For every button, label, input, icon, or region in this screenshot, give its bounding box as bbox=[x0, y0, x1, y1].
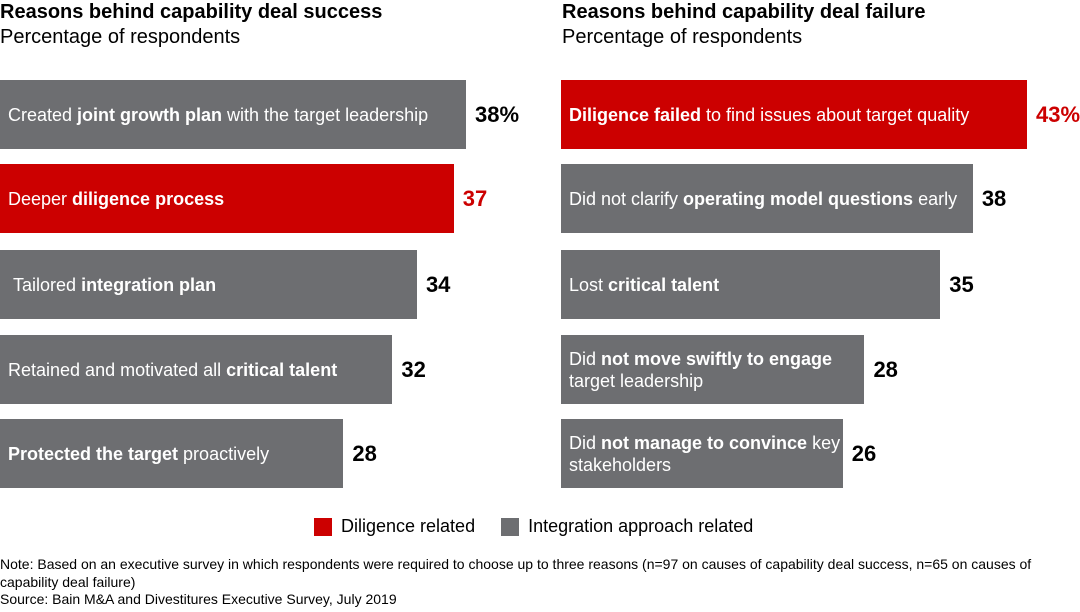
bar-label-part: joint growth plan bbox=[77, 104, 223, 125]
bar-label-part: Lost bbox=[569, 274, 609, 295]
bar-label-part: integration plan bbox=[81, 274, 217, 295]
bar-label-part: diligence process bbox=[72, 188, 225, 209]
bar-label-part: with the target leadership bbox=[222, 104, 429, 125]
bar-label: Did not move swiftly to engage target le… bbox=[569, 348, 859, 392]
bar-label: Diligence failed to find issues about ta… bbox=[569, 104, 969, 126]
bar-label-part: proactively bbox=[178, 443, 270, 464]
bar-label-part: Created bbox=[8, 104, 78, 125]
legend-swatch-integration bbox=[501, 517, 520, 536]
bar-label-part: Deeper bbox=[8, 188, 73, 209]
legend-swatch-diligence bbox=[314, 517, 332, 536]
bar-label-part: target leadership bbox=[569, 348, 838, 391]
footnote: Note: Based on an executive survey in wh… bbox=[0, 556, 1080, 609]
data-label: 34 bbox=[425, 272, 451, 297]
bar-label-part: Did bbox=[569, 348, 602, 369]
bar-label-part: critical talent bbox=[226, 359, 338, 380]
data-label: 28 bbox=[352, 441, 377, 466]
data-label: 38 bbox=[981, 186, 1007, 211]
bar-label-part: operating model questions bbox=[683, 188, 914, 209]
legend-label-integration: Integration approach related bbox=[528, 516, 754, 536]
success-chart-title: Reasons behind capability deal success bbox=[0, 1, 383, 23]
bar-label-part: Retained and motivated all bbox=[8, 359, 227, 380]
source-text: Source: Bain M&A and Divestitures Execut… bbox=[0, 591, 397, 607]
data-label: 37 bbox=[462, 186, 488, 211]
bar-label-part: to find issues about target quality bbox=[701, 104, 970, 125]
bar-label: Retained and motivated all critical tale… bbox=[8, 359, 337, 381]
bar-label-part: early bbox=[913, 188, 958, 209]
success-chart-subtitle: Percentage of respondents bbox=[0, 26, 241, 48]
note-text: Note: Based on an executive survey in wh… bbox=[0, 556, 1032, 590]
failure-chart-title: Reasons behind capability deal failure bbox=[562, 1, 926, 23]
bar-label: Created joint growth plan with the targe… bbox=[8, 104, 428, 126]
bar-label-part: not manage to convince bbox=[601, 432, 808, 453]
bar-label-part: Did not clarify bbox=[569, 188, 684, 209]
bar-label: Protected the target proactively bbox=[8, 443, 269, 465]
bar-label-part: key stakeholders bbox=[569, 432, 846, 475]
bar-label: Deeper diligence process bbox=[8, 188, 224, 210]
bar-label-part: Diligence failed bbox=[569, 104, 702, 125]
bar-success-4: Retained and motivated all critical tale… bbox=[0, 335, 393, 404]
bar-label: Lost critical talent bbox=[569, 274, 719, 296]
bar-failure-3: Lost critical talent bbox=[561, 250, 941, 319]
data-label: 35 bbox=[949, 272, 974, 297]
data-label: 28 bbox=[873, 357, 898, 382]
bar-label-part: Did bbox=[569, 432, 602, 453]
bar-failure-1: Diligence failed to find issues about ta… bbox=[561, 80, 1027, 149]
legend-label-diligence: Diligence related bbox=[341, 516, 476, 536]
bar-label-part: not move swiftly to engage bbox=[601, 348, 833, 369]
bar-failure-5: Did not manage to convince key stakehold… bbox=[561, 419, 843, 488]
bar-label: Did not manage to convince key stakehold… bbox=[569, 432, 843, 476]
bar-success-3: Tailored integration plan bbox=[0, 250, 417, 319]
bar-success-5: Protected the target proactively bbox=[0, 419, 344, 488]
bar-label-part: Protected the target bbox=[8, 443, 179, 464]
bar-failure-4: Did not move swiftly to engage target le… bbox=[561, 335, 865, 404]
data-label: 43% bbox=[1036, 102, 1080, 127]
bar-success-2: Deeper diligence process bbox=[0, 164, 454, 233]
bar-label: Did not clarify operating model question… bbox=[569, 188, 957, 210]
data-label: 32 bbox=[401, 357, 426, 382]
bar-success-1: Created joint growth plan with the targe… bbox=[0, 80, 466, 149]
bar-label: Tailored integration plan bbox=[8, 274, 216, 296]
legend: Diligence related Integration approach r… bbox=[314, 516, 753, 537]
bar-label-part: critical talent bbox=[608, 274, 720, 295]
data-label: 38% bbox=[475, 102, 520, 127]
data-label: 26 bbox=[851, 441, 877, 466]
bar-label-part: Tailored bbox=[8, 274, 82, 295]
failure-chart-subtitle: Percentage of respondents bbox=[562, 26, 803, 48]
bar-failure-2: Did not clarify operating model question… bbox=[561, 164, 973, 233]
